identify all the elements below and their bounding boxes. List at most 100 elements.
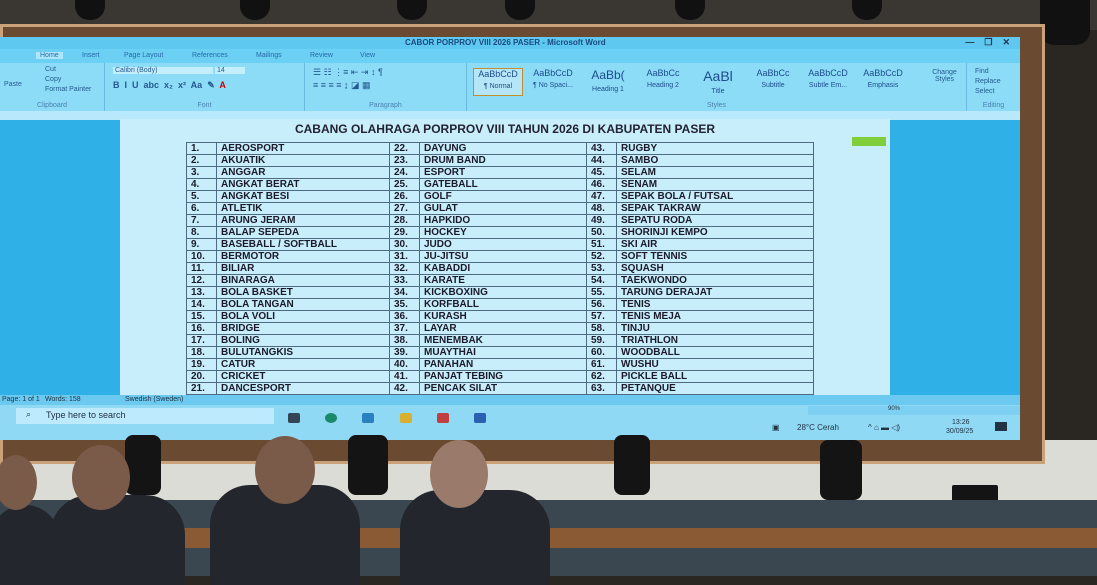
word-icon[interactable]: [474, 413, 486, 423]
sport-name: TENIS MEJA: [616, 310, 814, 323]
sport-name: PICKLE BALL: [616, 370, 814, 383]
editing-label: Editing: [982, 102, 1005, 109]
sport-name: TAEKWONDO: [616, 274, 814, 287]
sport-number: 3.: [186, 166, 217, 179]
find-button[interactable]: Find: [975, 68, 989, 75]
style-preview: AaBbCc: [756, 68, 790, 78]
page-count: Page: 1 of 1: [2, 396, 40, 403]
tab-home[interactable]: Home: [36, 52, 63, 59]
table-row: 1. AEROSPORT 22. DAYUNG 43. RUGBY: [186, 142, 814, 155]
document-page[interactable]: CABANG OLAHRAGA PORPROV VIII TAHUN 2026 …: [120, 119, 890, 399]
style-subtle-em[interactable]: AaBbCcD Subtle Em...: [803, 68, 853, 96]
sport-name: SHORINJI KEMPO: [616, 226, 814, 239]
clipboard-label: Clipboard: [37, 102, 67, 109]
sport-number: 41.: [389, 370, 420, 383]
sport-number: 34.: [389, 286, 420, 299]
style-preview: AaBbCcD: [478, 69, 518, 79]
style-preview: AaBbCcD: [533, 68, 573, 78]
zoom-bar[interactable]: 90%: [808, 406, 1020, 415]
clock-time[interactable]: 13:26: [952, 419, 970, 426]
tab-review[interactable]: Review: [310, 52, 333, 59]
green-marker: [852, 137, 886, 146]
taskbar: 90% ⌕ Type here to search ▣ 28°C Cerah ^…: [0, 405, 1020, 440]
table-row: 2. AKUATIK 23. DRUM BAND 44. SAMBO: [186, 154, 814, 167]
sport-number: 58.: [586, 322, 617, 335]
tab-page-layout[interactable]: Page Layout: [124, 52, 164, 59]
notification-icon[interactable]: [995, 422, 1007, 431]
sport-number: 1.: [186, 142, 217, 155]
sport-number: 7.: [186, 214, 217, 227]
format-buttons[interactable]: B I U abc x₂ x² Aa ✎ A: [113, 80, 226, 90]
sport-name: BOLA TANGAN: [216, 298, 390, 311]
style-heading-1[interactable]: AaBb(Heading 1: [583, 68, 633, 96]
style-name: Title: [711, 88, 725, 95]
sport-name: KURASH: [419, 310, 587, 323]
window-controls[interactable]: — ❐ ✕: [965, 37, 1010, 47]
tab-insert[interactable]: Insert: [82, 52, 100, 59]
word-count: Words: 158: [45, 396, 81, 403]
weather-icon[interactable]: ▣: [772, 423, 780, 432]
sport-number: 62.: [586, 370, 617, 383]
tab-mailings[interactable]: Mailings: [256, 52, 282, 59]
sport-name: PENCAK SILAT: [419, 382, 587, 395]
app-icon[interactable]: [437, 413, 449, 423]
sport-number: 55.: [586, 286, 617, 299]
sport-number: 57.: [586, 310, 617, 323]
sport-number: 36.: [389, 310, 420, 323]
style-name: Heading 1: [592, 86, 624, 93]
ribbon: Paste Cut Copy Format Painter Clipboard …: [0, 63, 1020, 111]
taskbar-search[interactable]: ⌕ Type here to search: [16, 408, 274, 424]
style-heading-2[interactable]: AaBbCc Heading 2: [638, 68, 688, 96]
file-explorer-icon[interactable]: [400, 413, 412, 423]
style-emphasis[interactable]: AaBbCcD Emphasis: [858, 68, 908, 96]
sport-name: JUDO: [419, 238, 587, 251]
list-buttons[interactable]: ☰ ☷ ⋮≡ ⇤ ⇥ ↕ ¶: [313, 67, 383, 77]
sport-number: 37.: [389, 322, 420, 335]
tab-view[interactable]: View: [360, 52, 376, 59]
table-row: 12. BINARAGA 33. KARATE 54. TAEKWONDO: [186, 274, 814, 287]
change-styles-button[interactable]: Change Styles: [932, 69, 957, 83]
format-painter-button[interactable]: Format Painter: [45, 86, 92, 93]
ruler[interactable]: [0, 111, 1020, 120]
cut-button[interactable]: Cut: [45, 66, 56, 73]
table-row: 18. BULUTANGKIS 39. MUAYTHAI 60. WOODBALL: [186, 346, 814, 359]
select-button[interactable]: Select: [975, 88, 995, 95]
table-row: 17. BOLING 38. MENEMBAK 59. TRIATHLON: [186, 334, 814, 347]
sport-number: 47.: [586, 190, 617, 203]
task-view-icon[interactable]: [288, 413, 300, 423]
tab-references[interactable]: References: [192, 52, 228, 59]
sport-number: 13.: [186, 286, 217, 299]
style-no-spaci[interactable]: AaBbCcD ¶ No Spaci...: [528, 68, 578, 96]
font-size-select[interactable]: 14: [215, 67, 245, 74]
sport-number: 48.: [586, 202, 617, 215]
clock-date[interactable]: 30/09/25: [946, 428, 974, 435]
edge-icon[interactable]: [325, 413, 337, 423]
font-name-select[interactable]: Calibri (Body): [113, 67, 213, 74]
sport-name: BASEBALL / SOFTBALL: [216, 238, 390, 251]
sport-name: KARATE: [419, 274, 587, 287]
table-row: 8. BALAP SEPEDA 29. HOCKEY 50. SHORINJI KEMPO: [186, 226, 814, 239]
paste-button[interactable]: Paste: [4, 81, 22, 88]
align-buttons[interactable]: ≡ ≡ ≡ ≡ ↨ ◪ ▦: [313, 80, 371, 90]
sport-name: KABADDI: [419, 262, 587, 275]
table-row: 20. CRICKET 41. PANJAT TEBING 62. PICKLE BALL: [186, 370, 814, 383]
sport-number: 21.: [186, 382, 217, 395]
sport-name: DANCESPORT: [216, 382, 390, 395]
styles-label: Styles: [706, 102, 727, 109]
sport-name: ANGGAR: [216, 166, 390, 179]
table-row: 14. BOLA TANGAN 35. KORFBALL 56. TENIS: [186, 298, 814, 311]
replace-button[interactable]: Replace: [975, 78, 1001, 85]
sport-number: 8.: [186, 226, 217, 239]
style-normal[interactable]: AaBbCcD ¶ Normal: [473, 68, 523, 96]
zoom-level: 90%: [888, 406, 901, 412]
sport-number: 11.: [186, 262, 217, 275]
weather-text[interactable]: 28°C Cerah: [797, 423, 839, 432]
copy-button[interactable]: Copy: [45, 76, 62, 83]
tray-icons[interactable]: ^ ⌂ ▬ ◁): [868, 423, 901, 432]
sport-number: 49.: [586, 214, 617, 227]
store-icon[interactable]: [362, 413, 374, 423]
style-subtitle[interactable]: AaBbCc Subtitle: [748, 68, 798, 96]
style-title[interactable]: AaBl Title: [693, 68, 743, 96]
sport-name: SEPATU RODA: [616, 214, 814, 227]
sport-number: 42.: [389, 382, 420, 395]
